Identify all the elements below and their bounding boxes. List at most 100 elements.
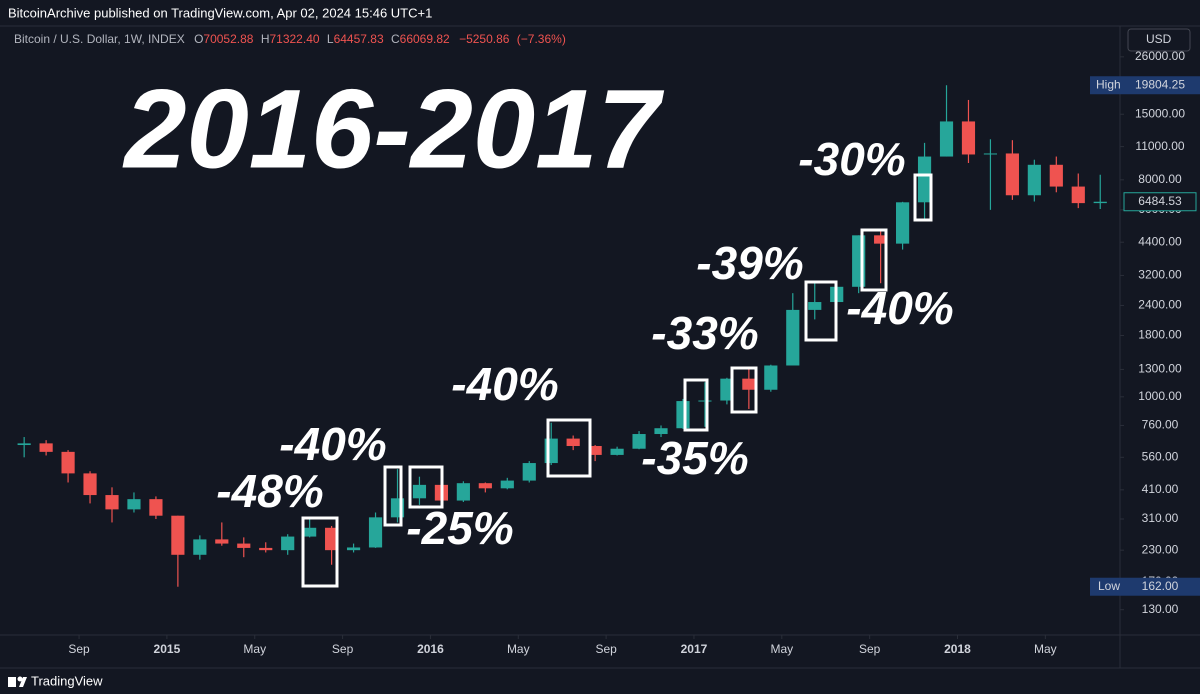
- quote-open: 70052.88: [203, 32, 253, 46]
- publisher: BitcoinArchive published on TradingView.…: [8, 5, 432, 20]
- low-marker-box: [1090, 577, 1200, 596]
- quote-low: 64457.83: [334, 32, 384, 46]
- plot: Sep 2015 May Sep 2016 May Sep 2017 May Sep 2018 May: [17, 85, 1107, 656]
- annotation-box: [913, 173, 933, 222]
- annotation-box: [301, 516, 339, 588]
- y-tick-label: 15000.00: [1135, 106, 1185, 120]
- x-tick-label: 2015: [154, 642, 181, 656]
- candle-body: [1005, 153, 1019, 196]
- candle-body: [786, 309, 800, 366]
- candle-body: [522, 463, 536, 481]
- y-tick-label: 3200.00: [1138, 268, 1182, 282]
- candle-body: [17, 443, 31, 446]
- last-price-box: [1123, 192, 1197, 212]
- candle-body: [193, 539, 207, 555]
- quote-change: −5250.86: [459, 32, 510, 46]
- candle-body: [368, 517, 383, 548]
- candle-body: [764, 365, 778, 390]
- overlay: -48%-40%-25%-40%-35%-33%-39%-40%-30%: [216, 133, 954, 588]
- low-marker-value: 162.00: [1142, 579, 1179, 593]
- annotation-box: [408, 465, 444, 509]
- y-tick-label: 11000.00: [1135, 139, 1184, 153]
- currency-button[interactable]: [1127, 28, 1191, 52]
- candle-body: [1071, 186, 1085, 204]
- quote-low-label: L: [327, 32, 334, 46]
- candle-body: [105, 495, 119, 510]
- candle-body: [742, 378, 756, 390]
- high-marker-label: High: [1096, 77, 1121, 91]
- y-tick-label: 560.00: [1142, 449, 1179, 463]
- candle-body: [456, 483, 470, 501]
- candle-body: [325, 527, 339, 551]
- x-tick-label: May: [243, 642, 266, 656]
- candle-body: [610, 448, 624, 455]
- candle-body: [259, 547, 273, 551]
- candle-body: [83, 473, 97, 496]
- candle-body: [237, 543, 251, 548]
- annotation: -30%: [798, 133, 905, 185]
- candle-body: [896, 202, 910, 244]
- quote-high-label: H: [261, 32, 270, 46]
- y-tick-label: 1800.00: [1138, 328, 1182, 342]
- candle-body: [39, 443, 53, 452]
- symbol: Bitcoin / U.S. Dollar, 1W, INDEX: [14, 32, 185, 46]
- quote-close: 66069.82: [400, 32, 450, 46]
- candle-body: [500, 480, 514, 489]
- quote-close-label: C: [391, 32, 400, 46]
- y-tick-label: 410.00: [1142, 482, 1179, 496]
- candle-body: [676, 401, 690, 429]
- annotation: -40%: [451, 358, 558, 410]
- candle-body: [215, 539, 229, 544]
- candle-body: [720, 378, 734, 401]
- annotation: -48%: [216, 465, 323, 517]
- candle-body: [127, 499, 141, 510]
- x-tick-label: Sep: [332, 642, 354, 656]
- low-marker-label: Low: [1098, 579, 1120, 593]
- y-tick-label: 4400.00: [1138, 234, 1182, 248]
- annotation: -40%: [846, 282, 953, 334]
- candle-body: [917, 156, 932, 203]
- footer-logo: [8, 676, 27, 687]
- candle-body: [566, 438, 580, 447]
- candle-body: [1049, 164, 1063, 187]
- candle-body: [1027, 164, 1041, 196]
- x-tick-label: 2018: [944, 642, 971, 656]
- quote-high: 71322.40: [269, 32, 319, 46]
- candle-body: [874, 235, 888, 244]
- candle-body: [412, 484, 427, 499]
- y-tick-label: 1300.00: [1138, 362, 1182, 376]
- candle-body: [303, 527, 317, 537]
- candle-body: [939, 121, 954, 157]
- last-price: 6484.53: [1138, 194, 1182, 208]
- candle-body: [983, 153, 998, 155]
- x-tick-label: 2016: [417, 642, 444, 656]
- high-marker-box: [1090, 76, 1200, 95]
- candle-body: [478, 483, 492, 489]
- y-tick-label: 130.00: [1142, 602, 1179, 616]
- y-tick-label: 1000.00: [1138, 389, 1182, 403]
- candle-body: [961, 121, 976, 155]
- y-tick-label: 26000.00: [1135, 49, 1185, 63]
- price-axis: 26000.0015000.0011000.008000.006000.0044…: [1090, 49, 1200, 616]
- candle-body: [588, 446, 602, 455]
- y-tick-label: 8000.00: [1138, 172, 1182, 186]
- annotation: -35%: [641, 432, 748, 484]
- y-tick-label: 760.00: [1142, 418, 1179, 432]
- x-tick-label: May: [507, 642, 530, 656]
- annotation-box: [683, 378, 709, 432]
- candle-body: [654, 428, 668, 435]
- annotation-box: [804, 280, 838, 342]
- candle-body: [698, 400, 712, 402]
- x-tick-label: Sep: [595, 642, 617, 656]
- y-tick-label: 230.00: [1142, 542, 1179, 556]
- candle-body: [346, 547, 361, 551]
- candle-body: [281, 536, 295, 551]
- candle-body: [149, 499, 163, 516]
- y-tick-label: 310.00: [1142, 511, 1179, 525]
- high-marker-value: 19804.25: [1135, 77, 1185, 91]
- currency[interactable]: USD: [1146, 32, 1172, 46]
- candle-body: [1093, 201, 1107, 204]
- x-tick-label: May: [770, 642, 793, 656]
